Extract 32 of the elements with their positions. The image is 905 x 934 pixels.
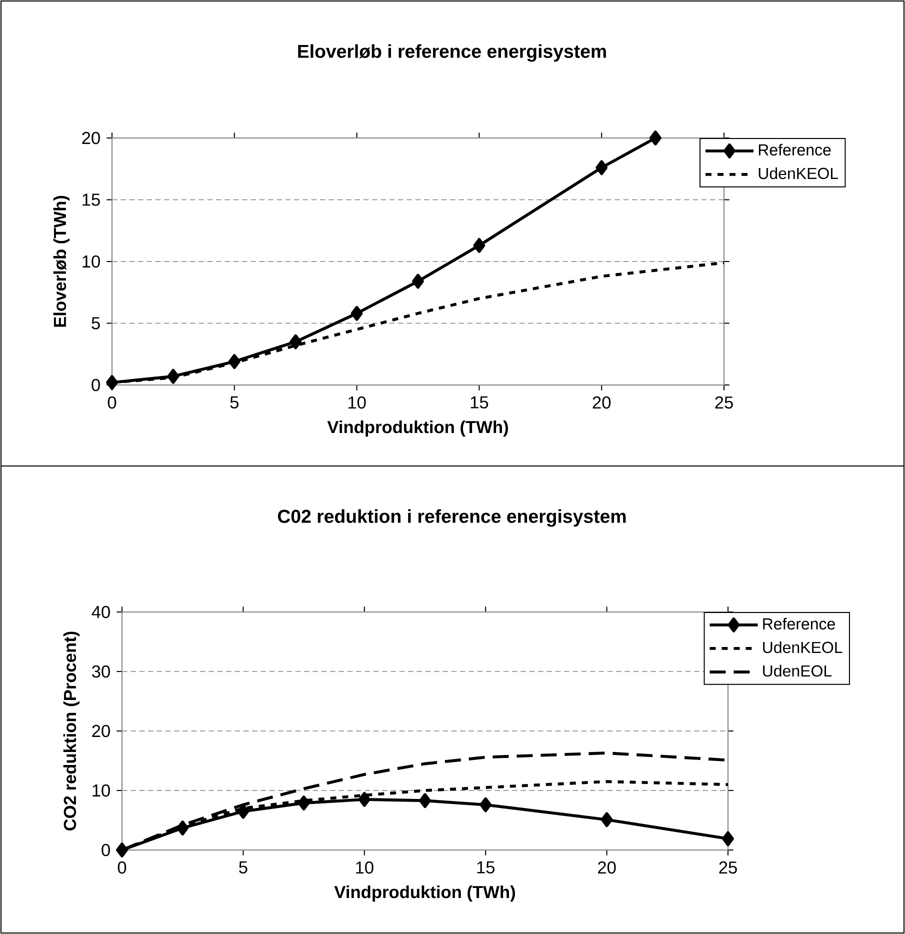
- y-tick-label: 0: [92, 378, 100, 392]
- y-tick-label: 20: [82, 132, 100, 144]
- x-tick-label: 20: [592, 396, 611, 409]
- x-tick-label: 15: [470, 396, 488, 408]
- y-tick-label: 10: [82, 255, 100, 268]
- legend-label: Reference: [758, 144, 831, 156]
- y-tick-label: 0: [102, 844, 110, 856]
- x-tick-label: 10: [348, 396, 366, 409]
- y-tick-label: 20: [92, 724, 110, 738]
- x-tick-label: 15: [477, 861, 495, 874]
- x-tick-label: 25: [715, 396, 733, 409]
- x-tick-label: 0: [118, 861, 126, 874]
- y-tick-label: 40: [92, 606, 110, 618]
- y-tick-label: 15: [82, 194, 100, 206]
- x-tick-label: 25: [719, 861, 737, 874]
- y-axis-title: Eloverløb (TWh): [53, 196, 70, 327]
- x-tick-label: 10: [356, 861, 374, 874]
- x-tick-label: 20: [598, 861, 616, 874]
- x-axis-title: Vindproduktion (TWh): [334, 885, 515, 902]
- chart-title: C02 reduktion i reference energisystem: [278, 509, 626, 527]
- y-axis-title: CO2 reduktion (Procent): [63, 632, 80, 830]
- chart-title: Eloverløb i reference energisystem: [298, 44, 606, 62]
- y-tick-label: 30: [92, 665, 110, 678]
- x-tick-label: 5: [239, 861, 248, 874]
- legend-label: UdenKEOL: [763, 641, 842, 654]
- legend-label: UdenEOL: [763, 664, 832, 677]
- x-axis-title: Vindproduktion (TWh): [327, 420, 508, 437]
- legend-label: UdenKEOL: [758, 167, 838, 180]
- y-tick-label: 5: [92, 317, 100, 330]
- y-tick-label: 10: [92, 784, 110, 797]
- legend-label: Reference: [763, 618, 835, 630]
- x-tick-label: 5: [230, 396, 238, 408]
